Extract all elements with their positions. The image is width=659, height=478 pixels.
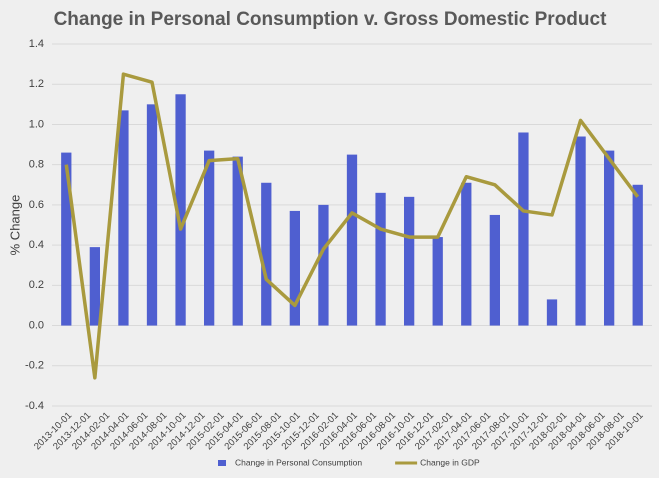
bar: [204, 150, 215, 326]
bar: [146, 104, 158, 326]
y-tick-label: 0.4: [29, 239, 44, 251]
y-tick-label: 0.0: [29, 319, 44, 331]
bar: [232, 156, 243, 326]
bar: [489, 214, 500, 326]
bar: [461, 182, 472, 326]
y-tick-label: 0.8: [29, 159, 44, 171]
bar: [432, 237, 443, 326]
y-axis-label: % Change: [7, 195, 22, 256]
bar: [89, 247, 100, 326]
y-tick-label: 1.4: [29, 38, 44, 50]
legend-label: Change in GDP: [420, 457, 480, 467]
bar: [546, 299, 558, 326]
bar: [632, 184, 643, 326]
line: [64, 72, 640, 380]
legend-label: Change in Personal Consumption: [235, 457, 362, 467]
y-tick-label: -0.2: [25, 360, 44, 372]
legend-swatch: [218, 460, 226, 466]
y-tick-label: 0.2: [29, 279, 44, 291]
bar: [604, 150, 615, 326]
bar: [261, 182, 272, 326]
bar: [346, 154, 358, 326]
bar: [518, 132, 529, 326]
bar: [318, 204, 329, 326]
y-tick-label: 1.2: [29, 78, 44, 90]
bar: [118, 110, 129, 326]
chart-title: Change in Personal Consumption v. Gross …: [54, 9, 608, 30]
y-tick-label: -0.4: [25, 400, 44, 412]
bar: [289, 210, 300, 326]
bar: [575, 136, 586, 326]
bar: [175, 94, 186, 326]
bar: [61, 152, 72, 326]
y-tick-label: 0.6: [29, 199, 44, 211]
y-tick-label: 1.0: [29, 118, 44, 130]
bar: [375, 192, 386, 326]
bar: [404, 196, 415, 326]
